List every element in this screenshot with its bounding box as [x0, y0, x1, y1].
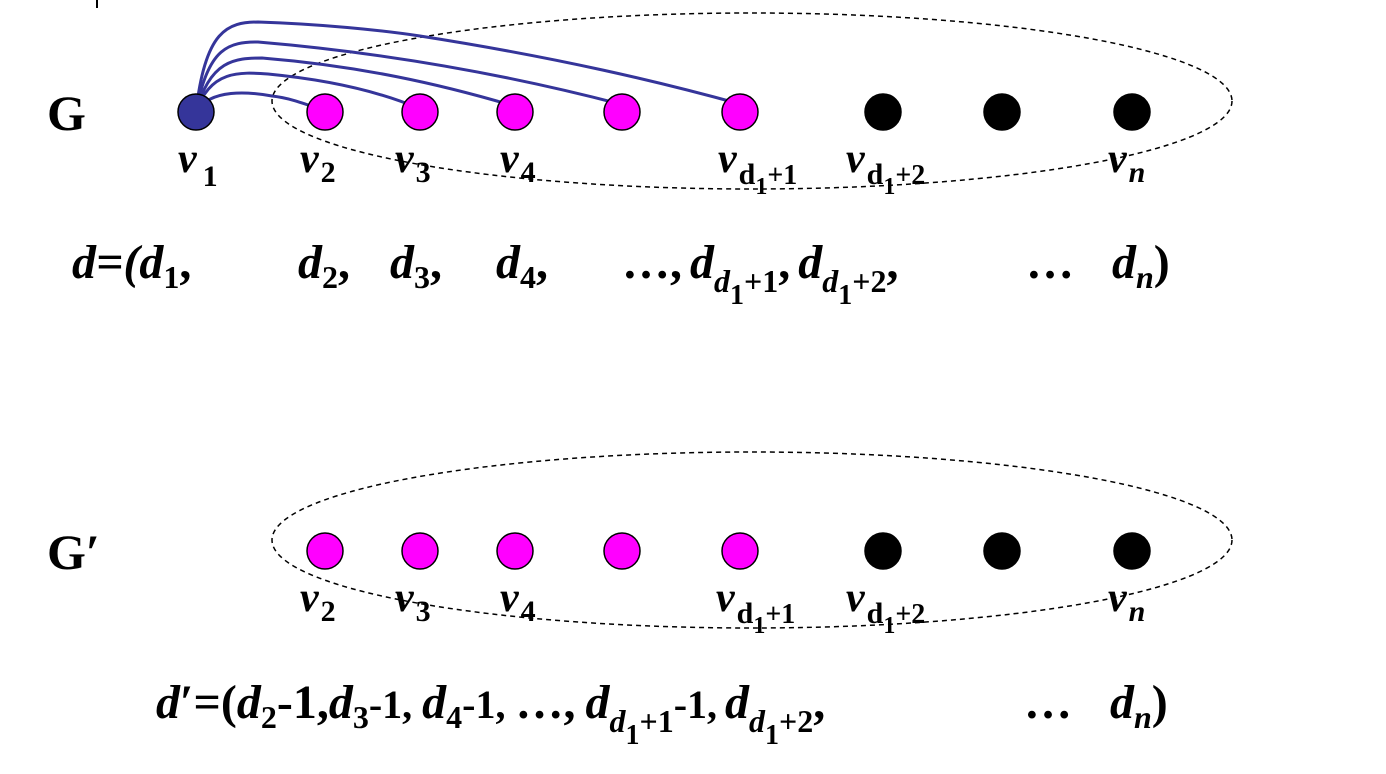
vertex-unlabeled-2-bottom	[983, 532, 1021, 570]
edge-v1-v3	[194, 71, 419, 113]
graph-label-G: G	[47, 85, 86, 141]
vertex-v3-bottom	[401, 532, 439, 570]
vertex-vd1p2	[864, 93, 902, 131]
vertex-unlabeled	[603, 93, 641, 131]
vertex-v2	[306, 93, 344, 131]
vertex-unlabeled-2	[983, 93, 1021, 131]
label-v3: v3	[395, 136, 431, 189]
top-degree-sequence: d=(d1, d2, d3, d4,…, dd1+1, dd1+2,… dn)	[72, 236, 1170, 311]
vertex-vd1p2-bottom	[864, 532, 902, 570]
label-v4-bottom: v4	[500, 575, 536, 628]
bottom-ellipse	[271, 451, 1233, 629]
label-vd1p2: vd1+2	[846, 136, 925, 200]
label-vd1p2-bottom: vd1+2	[846, 575, 925, 639]
graph-label-G-prime: G′	[47, 524, 100, 580]
edge-v1-v4	[194, 56, 515, 113]
label-vd1p1-bottom: vd1+1	[716, 575, 795, 639]
edge-v1-vd1p1	[194, 20, 741, 113]
bottom-graph: G′ v2 v3 v4 vd1+1 vd1+2 vn	[47, 451, 1233, 639]
edge-v1-v2	[194, 91, 324, 113]
vertex-vd1p1-bottom	[721, 532, 759, 570]
top-edges	[194, 20, 741, 113]
label-v2-bottom: v2	[300, 575, 336, 628]
vertex-vd1p1	[721, 93, 759, 131]
vertex-v4-bottom	[496, 532, 534, 570]
vertex-v3	[401, 93, 439, 131]
label-vn: vn	[1108, 136, 1145, 189]
label-vd1p1: vd1+1	[718, 136, 797, 200]
edge-v1-v5	[194, 40, 621, 113]
label-v3-bottom: v3	[395, 575, 431, 628]
label-v2: v2	[300, 136, 336, 189]
top-neighbor-ellipse	[271, 12, 1233, 190]
vertex-v4	[496, 93, 534, 131]
bottom-degree-sequence: d′=(d2-1,d3-1, d4-1,…, dd1+1-1, dd1+2,… dn)	[156, 676, 1168, 751]
vertex-vn	[1113, 93, 1151, 131]
label-v4: v4	[500, 136, 536, 189]
vertex-v1	[177, 93, 215, 131]
vertex-vn-bottom	[1113, 532, 1151, 570]
vertex-unlabeled-bottom	[603, 532, 641, 570]
vertex-v2-bottom	[306, 532, 344, 570]
label-vn-bottom: vn	[1108, 575, 1145, 628]
